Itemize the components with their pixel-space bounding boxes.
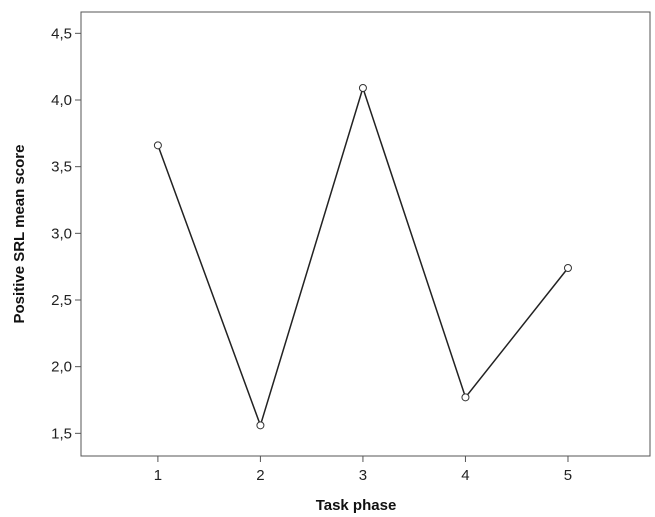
x-tick-label: 4: [461, 467, 469, 484]
x-axis: 1 2 3 4 5: [154, 456, 572, 484]
x-tick-label: 1: [154, 467, 162, 484]
x-tick-label: 2: [256, 467, 264, 484]
y-axis: 1,5 2,0 2,5 3,0 3,5 4,0 4,5: [51, 25, 81, 442]
data-point: [563, 264, 572, 272]
data-point: [358, 84, 367, 92]
data-point: [153, 141, 162, 150]
y-tick-label: 1,5: [51, 425, 72, 442]
y-axis-title: Positive SRL mean score: [11, 145, 28, 324]
plot-frame: [80, 11, 651, 457]
x-axis-title: Task phase: [316, 497, 397, 514]
y-tick-label: 4,5: [51, 25, 72, 42]
y-tick-label: 4,0: [51, 92, 72, 109]
y-tick-label: 3,0: [51, 225, 72, 242]
y-tick-label: 2,0: [51, 359, 72, 376]
data-point: [256, 421, 265, 430]
series-group: [153, 84, 572, 430]
x-tick-label: 5: [564, 467, 572, 484]
data-point: [461, 393, 470, 402]
x-tick-label: 3: [359, 467, 367, 484]
y-tick-label: 2,5: [51, 292, 72, 309]
y-tick-label: 3,5: [51, 159, 72, 176]
